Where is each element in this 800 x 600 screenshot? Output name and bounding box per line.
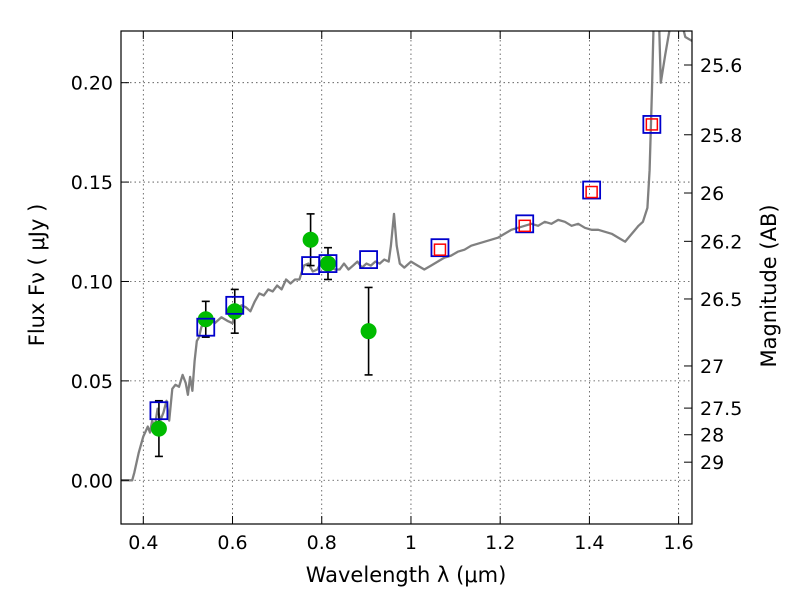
x-tick-label: 1.2	[485, 532, 515, 554]
mag-tick-label: 28	[700, 425, 724, 447]
ir-model-square	[585, 185, 598, 199]
observed-point	[226, 303, 243, 320]
mag-tick-label: 26.5	[700, 289, 742, 311]
model-square	[359, 250, 378, 270]
mag-tick-label: 26.2	[700, 231, 742, 253]
x-tick-label: 0.6	[217, 532, 247, 554]
y-tick-label: 0.05	[71, 371, 113, 393]
grid	[121, 31, 692, 524]
x-tick-label: 1.6	[664, 532, 694, 554]
ir-model-square	[518, 219, 531, 233]
model-square	[149, 401, 169, 421]
mag-tick-label: 26	[700, 183, 724, 205]
observed-point	[319, 255, 336, 272]
x-tick-label: 1.4	[574, 532, 604, 554]
model-square	[642, 115, 662, 134]
x-tick-label: 1	[405, 532, 417, 554]
mag-tick-label: 25.6	[700, 55, 742, 77]
model-square	[582, 180, 602, 200]
x-axis-label: Wavelength λ (μm)	[306, 563, 507, 587]
y-tick-label: 0.00	[71, 470, 113, 492]
mag-tick-label: 29	[700, 452, 724, 474]
y-tick-label: 0.10	[71, 271, 113, 293]
y-axis-label: Flux Fν ( μJy )	[25, 204, 49, 347]
model-square	[430, 238, 450, 258]
x-tick-label: 0.8	[307, 532, 337, 554]
model-square	[196, 317, 216, 337]
observed-point	[360, 323, 377, 340]
ir-model-square	[433, 243, 447, 256]
axes-frame	[120, 30, 693, 525]
sed-line	[121, 31, 692, 482]
model-square	[515, 214, 535, 234]
mag-tick-label: 25.8	[700, 125, 742, 147]
mag-tick-label: 27.5	[700, 398, 742, 420]
y-tick-label: 0.15	[71, 172, 113, 194]
model-square	[225, 295, 245, 315]
x-tick-label: 0.4	[128, 532, 158, 554]
y-tick-label: 0.20	[71, 73, 113, 95]
axis-ticks: 0.4 0.6 0.8 1 1.2 1.4 1.6 0.00 0.05 0.10 0.15 0.20 2…	[71, 31, 742, 554]
observed-point	[150, 420, 167, 437]
mag-tick-label: 27	[700, 356, 724, 378]
plot-area	[121, 31, 692, 482]
y2-axis-label: Magnitude (AB)	[757, 204, 781, 367]
observed-point	[302, 231, 319, 248]
ir-model-square	[645, 118, 659, 131]
model-square	[318, 254, 338, 273]
